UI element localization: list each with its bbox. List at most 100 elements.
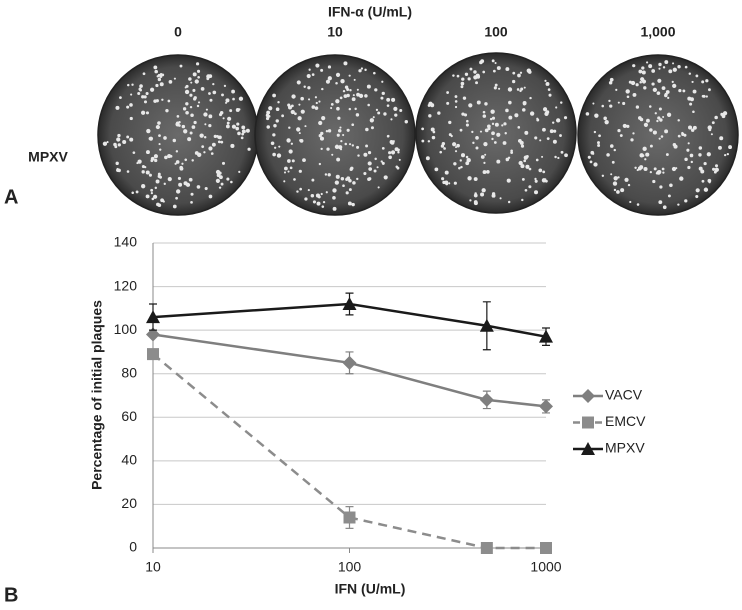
plaque [332,188,337,193]
plaque [159,74,163,78]
plaque [394,113,398,117]
plaque [179,165,183,170]
plaque [564,153,568,158]
plaque [655,172,659,175]
plaque [496,66,501,71]
plaque [493,86,497,90]
plaque [277,100,280,104]
plaque [187,137,192,142]
plaque [425,156,430,161]
plaque [671,80,674,83]
plaque [678,89,682,93]
plaque [221,93,224,97]
plaque [208,194,213,199]
plaque [667,96,670,100]
plaque [689,153,694,158]
plaque [220,140,224,144]
plaque [692,89,697,94]
plaque [205,108,208,111]
plaque [356,88,359,91]
plaque [129,103,133,107]
plaque [474,192,477,195]
plaque [141,110,146,115]
plaque [681,132,685,136]
plaque [165,108,169,113]
plaque [380,160,383,163]
plaque [439,150,443,154]
plaque [514,113,519,118]
plaque [632,64,636,68]
plaque [649,128,653,132]
plaque [342,184,345,188]
plaque [695,74,699,78]
plaque [656,119,659,123]
plaque [106,141,109,144]
plaque [320,192,323,196]
plaque [606,153,610,157]
plaque [327,76,332,81]
plaque [355,113,360,117]
plaque [141,95,145,99]
plaque [672,67,677,72]
plaque [677,203,680,206]
plaque [356,92,360,97]
plaque [399,109,403,113]
plaque [535,158,539,162]
plaque [505,108,509,113]
plaque [220,182,224,186]
plaque [145,150,150,155]
plaque [667,194,671,198]
plaque [159,73,163,76]
plaque [150,188,154,192]
plaque [638,69,643,74]
plaque [519,71,523,74]
plaque [491,192,496,196]
plaque [486,169,490,174]
plaque [615,88,618,91]
plaque [176,115,180,118]
plaque [200,86,205,91]
plaque [603,116,607,121]
plaque [175,189,181,194]
plaque [648,105,652,108]
plaque [307,188,310,192]
plaque [546,137,550,141]
plaque [446,101,450,105]
plaque [335,99,340,104]
plaque [442,180,446,185]
plaque [534,177,537,181]
plaque [502,141,507,145]
column-label: 1,000 [640,24,675,40]
plaque [130,93,133,96]
plaque [687,96,692,101]
plaque [270,141,275,146]
plaque [335,174,340,179]
plaque [641,66,645,70]
column-label: 0 [174,24,182,40]
plaque [652,179,656,184]
plaque [687,142,690,145]
plaque [314,96,318,99]
plaque [421,127,425,131]
plaque [677,134,681,138]
plaque [345,191,349,195]
column-label: 100 [484,24,508,40]
plaque [364,68,367,72]
plaque [619,134,623,137]
plaque [642,146,647,151]
plaque [190,81,193,84]
plaque [208,123,212,128]
plaque [421,139,425,143]
plaque [656,91,661,95]
plaque [609,77,614,82]
plaque [541,155,544,158]
plaque [559,134,562,137]
plaque [167,177,172,182]
plaque [332,206,337,211]
plaque [164,155,168,160]
plaque [491,131,495,136]
plaque [136,162,139,165]
plaque [671,166,677,172]
plaque [321,205,325,208]
plaque [175,160,180,164]
